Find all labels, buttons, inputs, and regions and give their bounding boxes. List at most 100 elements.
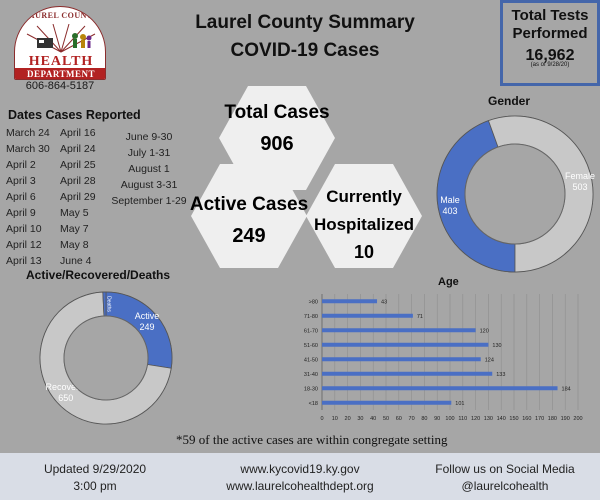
dates-column-1: March 24 March 30 April 2 April 3 April 6 Apr… <box>6 125 50 269</box>
donut-hole <box>464 143 566 245</box>
age-data-label: 120 <box>480 328 489 334</box>
age-x-tick: 140 <box>497 416 506 422</box>
ard-chart-title: Active/Recovered/Deaths <box>26 268 171 282</box>
footer-social: Follow us on Social Media @laurelcohealt… <box>420 461 590 495</box>
hex-hosp-label-2: Hospitalized <box>314 215 414 234</box>
donut-label: Deaths <box>106 296 112 312</box>
hex-active-cases <box>191 164 307 268</box>
age-category-label: >80 <box>309 299 318 305</box>
footer-social-handle[interactable]: @laurelcohealth <box>461 479 549 493</box>
footer-social-label: Follow us on Social Media <box>435 462 575 476</box>
donut-label: Active <box>135 311 160 321</box>
donut-hole <box>63 315 149 401</box>
age-x-tick: 170 <box>535 416 544 422</box>
total-tests-box: Total Tests Performed 16,962 (as of 9/28… <box>500 0 600 86</box>
logo-health-text: HEALTH <box>28 54 94 69</box>
total-tests-as-of: (as of 9/28/20) <box>530 62 570 68</box>
age-bar-chart: 0 10 20 30 40 50 60 70 80 90 100 110 120 130 140 150 160… <box>304 294 583 422</box>
date-item: May 7 <box>60 223 89 235</box>
age-x-tick: 80 <box>421 416 427 422</box>
age-x-tick: 30 <box>357 416 363 422</box>
donut-label: Recover... <box>46 382 87 392</box>
footer-link-kycovid[interactable]: www.kycovid19.ky.gov <box>240 462 360 476</box>
footer-updated: Updated 9/29/2020 3:00 pm <box>20 461 170 495</box>
footer: Updated 9/29/2020 3:00 pm www.kycovid19.… <box>0 453 600 500</box>
donut-label: Male <box>440 195 460 205</box>
date-item: April 13 <box>6 255 42 267</box>
age-x-tick: 100 <box>445 416 454 422</box>
page-title: Laurel County Summary <box>195 12 415 33</box>
age-x-tick: 40 <box>370 416 376 422</box>
age-data-label: 130 <box>492 343 501 349</box>
age-category-label: 18-30 <box>304 386 318 392</box>
logo-arc-text: LAUREL COUNTY <box>22 11 100 20</box>
date-item: March 24 <box>6 127 50 139</box>
age-x-tick: 60 <box>396 416 402 422</box>
date-item: April 29 <box>60 191 96 203</box>
age-x-tick: 70 <box>409 416 415 422</box>
age-x-tick: 160 <box>522 416 531 422</box>
date-item: July 1-31 <box>127 147 171 159</box>
phone-number: 606-864-5187 <box>25 80 95 92</box>
date-item: April 16 <box>60 127 96 139</box>
donut-value: 403 <box>442 206 457 216</box>
date-item: March 30 <box>6 143 50 155</box>
age-x-tick: 10 <box>332 416 338 422</box>
date-item: April 24 <box>60 143 96 155</box>
hexagon-stats: Total Cases 906 Active Cases 249 Current… <box>190 86 422 268</box>
age-bar <box>322 386 558 391</box>
health-department-logo: LAUREL COUNTY HEALTH DEPARTMENT <box>14 6 106 80</box>
logo-graphic <box>26 24 96 53</box>
date-item: August 1 <box>128 163 170 175</box>
footer-link-healthdept[interactable]: www.laurelcohealthdept.org <box>226 479 374 493</box>
age-x-tick: 120 <box>471 416 480 422</box>
date-item: April 6 <box>6 191 36 203</box>
age-category-label: 51-60 <box>304 343 318 349</box>
gender-chart-title: Gender <box>488 94 531 108</box>
age-x-tick: 90 <box>434 416 440 422</box>
age-x-tick: 200 <box>573 416 582 422</box>
date-item: April 10 <box>6 223 42 235</box>
age-bar <box>322 400 452 405</box>
hex-hospitalized <box>306 164 422 268</box>
hex-total-label: Total Cases <box>224 102 329 123</box>
date-item: June 4 <box>60 255 92 267</box>
age-x-tick: 0 <box>320 416 323 422</box>
age-chart-title: Age <box>438 276 459 288</box>
age-bar <box>322 328 476 333</box>
date-item: April 3 <box>6 175 36 187</box>
age-bar <box>322 357 481 362</box>
footer-updated-time: 3:00 pm <box>73 479 117 493</box>
dates-column-3: June 9-30 July 1-31 August 1 August 3-31 Sep… <box>104 129 194 209</box>
footer-links: www.kycovid19.ky.gov www.laurelcohealthd… <box>205 461 395 495</box>
date-item: May 5 <box>60 207 89 219</box>
total-tests-value: 16,962 <box>525 47 575 64</box>
hex-hosp-label-1: Currently <box>326 187 402 206</box>
page-subtitle: COVID-19 Cases <box>230 40 380 61</box>
age-category-label: 31-40 <box>304 372 318 378</box>
age-data-label: 101 <box>455 401 464 407</box>
age-bar <box>322 299 378 304</box>
total-tests-label-2: Performed <box>512 25 588 42</box>
hex-active-label: Active Cases <box>190 194 308 215</box>
date-item: August 3-31 <box>120 179 178 191</box>
footer-updated-date: Updated 9/29/2020 <box>43 462 147 476</box>
hex-hosp-value: 10 <box>354 242 374 262</box>
logo-department-text: DEPARTMENT <box>15 68 105 79</box>
hex-active-value: 249 <box>232 225 265 247</box>
age-x-tick: 110 <box>458 416 467 422</box>
age-category-label: <18 <box>309 401 318 407</box>
date-item: June 9-30 <box>125 131 173 143</box>
date-item: April 12 <box>6 239 42 251</box>
age-x-tick: 50 <box>383 416 389 422</box>
age-bar <box>322 371 493 376</box>
date-item: April 25 <box>60 159 96 171</box>
congregate-note: *59 of the active cases are within congr… <box>176 432 448 447</box>
donut-value: 503 <box>573 182 588 192</box>
donut-value: 650 <box>58 393 73 403</box>
date-item: April 28 <box>60 175 96 187</box>
age-x-tick: 150 <box>509 416 518 422</box>
age-x-tick: 190 <box>561 416 570 422</box>
